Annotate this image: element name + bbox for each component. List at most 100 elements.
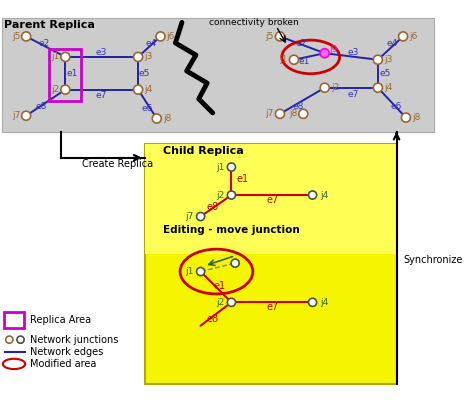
Text: e8: e8: [207, 202, 219, 212]
Circle shape: [23, 113, 29, 119]
Text: j5: j5: [12, 32, 20, 41]
Text: j6: j6: [409, 32, 417, 41]
Text: e1: e1: [298, 57, 310, 66]
Circle shape: [401, 113, 410, 122]
Text: j4: j4: [384, 83, 392, 92]
Circle shape: [373, 55, 382, 65]
Text: Editing - move junction: Editing - move junction: [163, 225, 300, 235]
Circle shape: [134, 52, 143, 62]
Text: j6: j6: [167, 32, 175, 41]
Circle shape: [229, 165, 234, 170]
Circle shape: [61, 52, 70, 62]
Circle shape: [375, 85, 381, 91]
Circle shape: [275, 109, 284, 119]
Text: j5: j5: [265, 32, 274, 41]
Circle shape: [291, 57, 297, 63]
Circle shape: [277, 34, 283, 39]
Circle shape: [157, 34, 163, 39]
Circle shape: [7, 338, 11, 342]
Circle shape: [227, 298, 235, 307]
Circle shape: [233, 261, 238, 266]
Text: e5: e5: [139, 69, 150, 78]
Text: j1: j1: [216, 163, 224, 171]
Circle shape: [17, 336, 24, 344]
Text: Parent Replica: Parent Replica: [4, 20, 95, 30]
Circle shape: [308, 298, 317, 307]
Text: j3: j3: [384, 55, 392, 64]
Circle shape: [375, 57, 381, 63]
Text: e3: e3: [95, 48, 106, 57]
Circle shape: [198, 214, 203, 219]
Text: j1: j1: [279, 55, 288, 64]
Text: Synchronize: Synchronize: [403, 255, 462, 265]
Circle shape: [275, 32, 284, 41]
Circle shape: [156, 32, 165, 41]
Text: j1: j1: [185, 267, 194, 276]
Circle shape: [152, 114, 162, 123]
Text: j8: j8: [412, 113, 420, 122]
Text: e3: e3: [347, 48, 358, 57]
Circle shape: [320, 49, 329, 58]
Text: e8: e8: [35, 102, 47, 111]
Text: Create Replica: Create Replica: [82, 159, 153, 169]
FancyBboxPatch shape: [145, 144, 396, 254]
Circle shape: [310, 192, 315, 197]
Circle shape: [231, 259, 239, 267]
Circle shape: [277, 111, 283, 117]
Text: j4: j4: [319, 191, 328, 199]
Text: j9: j9: [329, 45, 337, 54]
Text: e7: e7: [347, 90, 358, 99]
Circle shape: [403, 115, 409, 121]
Text: Network edges: Network edges: [30, 347, 103, 357]
Text: e1: e1: [66, 69, 78, 78]
Circle shape: [6, 336, 13, 344]
Text: j7: j7: [185, 212, 194, 221]
Text: e7: e7: [266, 302, 279, 312]
Circle shape: [197, 267, 205, 276]
Circle shape: [19, 338, 22, 342]
Circle shape: [398, 32, 408, 41]
Circle shape: [289, 55, 298, 65]
Circle shape: [400, 34, 406, 39]
Text: j8: j8: [289, 109, 297, 118]
Text: e5: e5: [380, 69, 391, 78]
Text: e7: e7: [95, 91, 106, 100]
Circle shape: [23, 34, 29, 39]
Circle shape: [229, 192, 234, 197]
Text: e4: e4: [386, 39, 397, 48]
Circle shape: [308, 191, 317, 199]
Text: e8: e8: [207, 314, 219, 324]
Text: Replica Area: Replica Area: [30, 315, 91, 325]
Text: j2: j2: [216, 298, 224, 307]
Text: j7: j7: [265, 109, 274, 118]
Text: e6: e6: [142, 104, 153, 113]
Text: j7: j7: [12, 111, 20, 120]
Text: j3: j3: [144, 52, 153, 62]
Circle shape: [21, 32, 31, 41]
Circle shape: [298, 109, 308, 119]
Text: j4: j4: [144, 85, 153, 94]
Circle shape: [154, 116, 160, 122]
Circle shape: [322, 50, 328, 56]
Text: j1: j1: [51, 52, 59, 62]
Text: e2: e2: [296, 39, 307, 48]
Text: e4: e4: [146, 39, 157, 48]
Text: e1: e1: [236, 174, 248, 184]
Text: Child Replica: Child Replica: [163, 145, 244, 155]
Circle shape: [229, 300, 234, 305]
Circle shape: [300, 111, 306, 117]
Text: e8: e8: [293, 102, 304, 111]
Circle shape: [373, 83, 382, 93]
Text: Modified area: Modified area: [30, 359, 96, 369]
FancyBboxPatch shape: [2, 18, 434, 132]
Circle shape: [134, 85, 143, 94]
Circle shape: [61, 85, 70, 94]
Circle shape: [21, 111, 31, 120]
Text: e2: e2: [38, 39, 50, 48]
Circle shape: [227, 191, 235, 199]
FancyBboxPatch shape: [145, 144, 396, 385]
Circle shape: [227, 163, 235, 171]
Text: j2: j2: [51, 85, 59, 94]
Text: e7: e7: [266, 195, 279, 205]
Circle shape: [310, 300, 315, 305]
